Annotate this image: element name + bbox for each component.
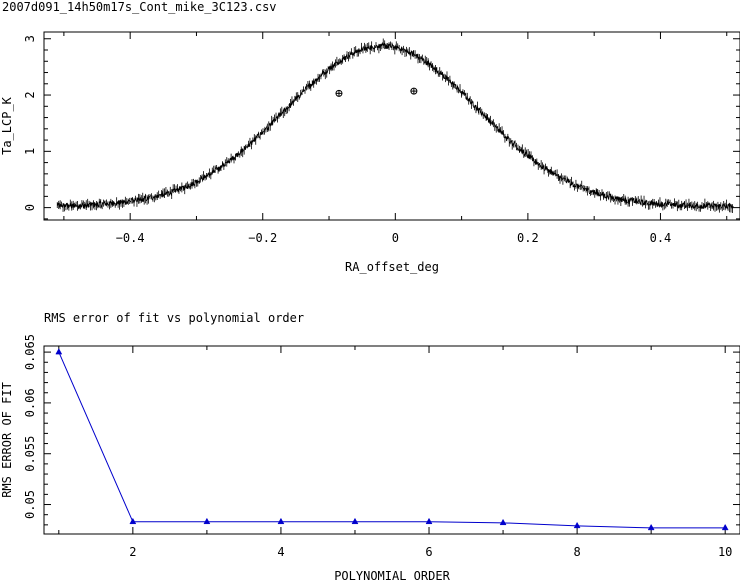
y-tick-label: 2 [23,91,37,98]
scan-plot-title: 2007d091_14h50m17s_Cont_mike_3C123.csv [2,0,277,14]
scan-profile-line [56,38,734,213]
x-tick-label: 10 [718,545,732,559]
x-tick-label: 6 [425,545,432,559]
fit-marker [335,89,343,97]
scan-plot: 2007d091_14h50m17s_Cont_mike_3C123.csv −… [0,0,740,274]
rms-plot: RMS error of fit vs polynomial order 2 4 6… [0,311,740,583]
rms-plot-tick-labels: 2 4 6 8 10 0.05 0.055 0.06 0.065 [23,334,732,559]
scan-plot-data [56,38,734,213]
rms-point [499,518,507,526]
y-tick-label: 1 [23,148,37,155]
rms-point [573,521,581,529]
rms-point [55,348,63,355]
rms-point [425,517,433,525]
y-tick-label: 0.055 [23,436,37,472]
y-tick-label: 0 [23,204,37,211]
x-tick-label: 8 [573,545,580,559]
scan-plot-ticks [44,32,740,220]
y-tick-label: 3 [23,35,37,42]
rms-plot-ticks [44,346,740,534]
rms-plot-frame [43,345,740,535]
rms-plot-ylabel: RMS ERROR OF FIT [0,382,14,498]
y-tick-label: 0.065 [23,334,37,370]
rms-plot-title: RMS error of fit vs polynomial order [44,311,304,325]
y-tick-label: 0.05 [23,490,37,519]
rms-plot-xlabel: POLYNOMIAL ORDER [334,569,450,583]
scan-plot-tick-labels: −0.4 −0.2 0 0.2 0.4 0 1 2 3 [23,35,671,245]
scan-plot-frame [43,31,740,221]
x-tick-label: 2 [129,545,136,559]
scan-plot-xlabel: RA_offset_deg [345,260,439,274]
x-tick-label: 0.4 [650,231,672,245]
fit-marker [410,87,418,95]
rms-series-line [58,351,726,529]
x-tick-label: −0.4 [116,231,145,245]
scan-plot-ylabel: Ta_LCP_K [0,96,14,155]
x-tick-label: 0.2 [517,231,539,245]
rms-point [203,517,211,525]
rms-point [351,517,359,525]
rms-point [721,523,729,531]
x-tick-label: 0 [392,231,399,245]
rms-plot-data [55,348,729,531]
rms-point [129,517,137,525]
rms-point [277,517,285,525]
y-tick-label: 0.06 [23,388,37,417]
x-tick-label: 4 [277,545,284,559]
rms-point [647,523,655,531]
x-tick-label: −0.2 [248,231,277,245]
